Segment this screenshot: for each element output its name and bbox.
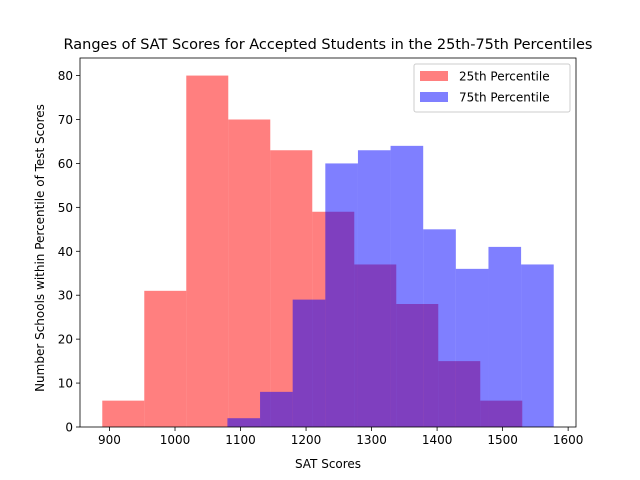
legend-swatch-series2 xyxy=(420,92,448,102)
x-tick-label: 1500 xyxy=(487,433,518,447)
chart-title: Ranges of SAT Scores for Accepted Studen… xyxy=(64,37,593,53)
bars-layer xyxy=(102,75,554,428)
x-tick-label: 1100 xyxy=(225,433,256,447)
plot-frame xyxy=(79,57,577,428)
y-tick-label: 10 xyxy=(58,377,73,391)
y-tick-label: 60 xyxy=(58,157,73,171)
x-tick-label: 1600 xyxy=(553,433,584,447)
bar-series2-bin3 xyxy=(292,299,326,427)
x-tick-label: 900 xyxy=(98,433,121,447)
bar-series2-bin2 xyxy=(260,391,293,427)
bar-series2-bin9 xyxy=(488,246,522,427)
legend-swatch-series1 xyxy=(420,71,448,81)
y-tick-label: 30 xyxy=(58,289,73,303)
bar-series1-bin2 xyxy=(144,290,187,427)
legend-box xyxy=(413,63,571,113)
legend-label-series1: 25th Percentile xyxy=(459,70,550,84)
axes-layer: 900 1000 1100 1200 1300 1400 1500 1600 0 10 20 30 40… xyxy=(58,57,584,447)
bar-series2-bin8 xyxy=(455,268,489,427)
y-tick-label: 70 xyxy=(58,113,73,127)
bar-series1-bin1 xyxy=(102,400,145,427)
bar-series2-bin4 xyxy=(325,163,358,427)
y-tick-label: 0 xyxy=(65,421,73,435)
bar-series2-bin10 xyxy=(521,264,554,427)
legend-label-series2: 75th Percentile xyxy=(459,91,550,105)
x-tick-label: 1300 xyxy=(356,433,387,447)
y-tick-label: 40 xyxy=(58,245,73,259)
y-tick-label: 20 xyxy=(58,333,73,347)
x-tick-label: 1000 xyxy=(160,433,191,447)
bar-series2-bin1 xyxy=(227,418,261,427)
bar-series2-bin5 xyxy=(357,150,391,427)
x-tick-label: 1200 xyxy=(291,433,322,447)
y-axis-label: Number Schools within Percentile of Test… xyxy=(33,104,47,392)
bar-series2-bin6 xyxy=(390,145,424,427)
bar-series2-bin7 xyxy=(423,229,456,427)
bar-series1-bin4 xyxy=(228,119,271,427)
x-axis-label: SAT Scores xyxy=(295,457,361,471)
y-tick-label: 80 xyxy=(58,69,73,83)
bar-series1-bin3 xyxy=(186,75,229,428)
y-tick-label: 50 xyxy=(58,201,73,215)
legend: 25th Percentile 75th Percentile xyxy=(413,63,571,113)
x-tick-label: 1400 xyxy=(422,433,453,447)
